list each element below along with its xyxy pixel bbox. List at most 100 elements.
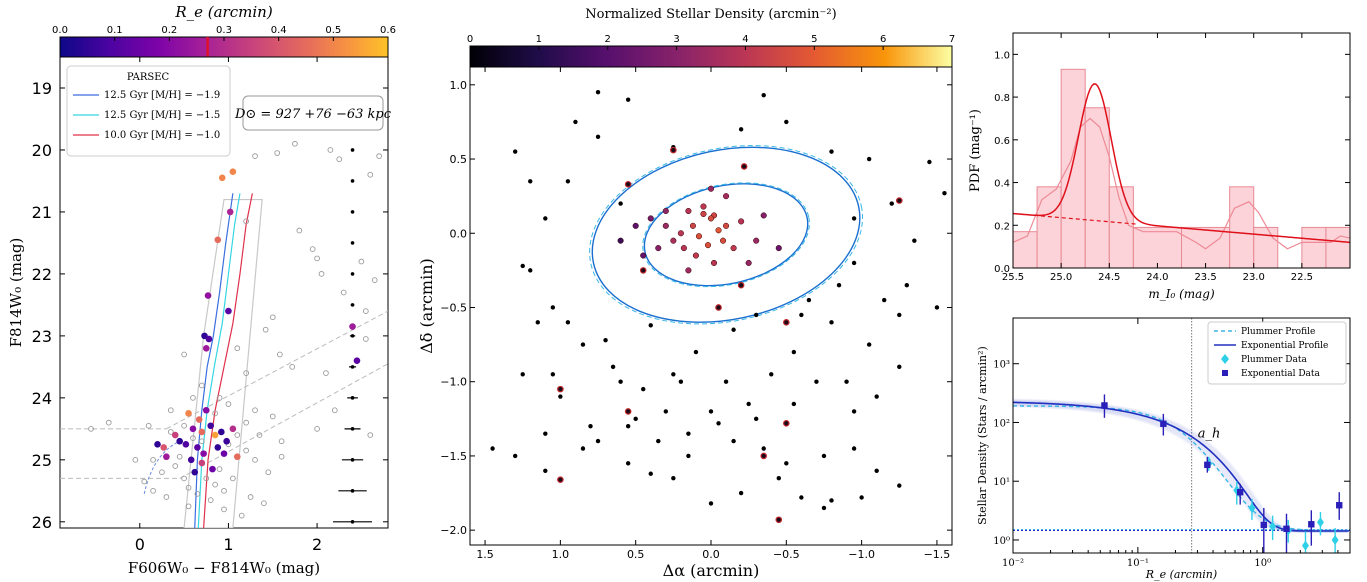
cmd-member-star <box>182 441 190 448</box>
pdf-ytick-label: 0.6 <box>994 136 1010 147</box>
pdf-histogram-bin <box>1108 186 1134 268</box>
cmd-legend: PARSEC 12.5 Gyr [M/H] = −1.9 12.5 Gyr [M/H… <box>66 65 231 157</box>
map-star <box>851 409 857 414</box>
cmd-field-star <box>132 456 139 463</box>
map-ytick-label: −1.0 <box>440 376 467 389</box>
map-star <box>859 495 864 500</box>
pdf-ytick-label: 0.0 <box>994 264 1010 275</box>
profile-legend-label: Exponential Data <box>1241 369 1321 379</box>
map-xtick-label: 0.5 <box>627 548 645 561</box>
cmd-field-star <box>159 469 165 476</box>
map-ellipse-dashed <box>589 145 863 325</box>
cmd-errorbar-point <box>350 520 355 524</box>
profile-legend: Plummer Profile Exponential Profile Plumme… <box>1207 321 1347 385</box>
cmd-field-star <box>230 475 236 482</box>
pdf-histogram-bin <box>1084 107 1110 268</box>
map-star <box>580 342 586 347</box>
cmd-member-star <box>160 444 168 451</box>
cmd-member-star <box>171 431 179 439</box>
map-star <box>550 372 556 377</box>
map-star-core <box>760 212 767 219</box>
profile-plummer-point <box>1331 534 1339 545</box>
map-star <box>580 446 586 451</box>
cmd-colorbar-tick-label: 0.6 <box>380 25 396 36</box>
map-star-core <box>723 193 730 200</box>
map-star-core <box>662 222 669 229</box>
profile-exponential-point <box>1283 525 1290 532</box>
cmd-field-star <box>314 255 320 262</box>
map-star-core <box>617 237 624 244</box>
cmd-colorbar-tick-label: 0.3 <box>216 25 232 36</box>
cmd-member-star <box>349 323 356 330</box>
map-star <box>595 438 601 444</box>
cmd-ylabel: F814W₀ (mag) <box>7 238 25 348</box>
cmd-member-star <box>207 422 215 430</box>
map-xtick-label: −1.5 <box>924 548 951 561</box>
cmd-field-star <box>243 419 250 426</box>
cmd-member-star <box>233 453 241 461</box>
profile-plummer-point <box>1269 521 1277 532</box>
map-star <box>851 216 857 221</box>
map-star-core <box>695 233 703 240</box>
cmd-member-star <box>187 456 195 464</box>
map-star <box>663 409 669 414</box>
map-star <box>603 337 608 343</box>
map-star-core <box>670 237 677 244</box>
pdf-ytick-label: 1.0 <box>994 50 1010 61</box>
cmd-field-star <box>181 351 187 358</box>
pdf-histogram-bin <box>1060 68 1086 268</box>
map-star-core <box>707 185 715 192</box>
profile-ah-label: a_h <box>1198 427 1221 442</box>
pdf-xtick-label: 22.5 <box>1291 272 1313 283</box>
cmd-field-star <box>181 422 187 429</box>
map-star <box>821 453 827 459</box>
map-star-edge <box>557 385 564 393</box>
cmd-field-star <box>185 503 192 510</box>
map-star <box>543 431 548 436</box>
cmd-plot-area <box>60 140 388 528</box>
cmd-field-star <box>203 475 210 482</box>
cmd-colorbar-tick-label: 0.4 <box>271 25 287 36</box>
map-star <box>595 90 601 95</box>
cmd-field-star <box>336 156 343 163</box>
map-star <box>543 216 548 221</box>
map-star <box>882 297 887 303</box>
cmd-field-star <box>221 506 227 513</box>
cmd-field-star <box>376 153 382 160</box>
profile-exponential-point <box>1236 489 1244 496</box>
profile-exponential-point <box>1160 420 1167 427</box>
cmd-field-star <box>88 425 94 432</box>
cmd-distance-box <box>242 95 384 131</box>
map-star <box>610 364 616 370</box>
pdf-kde-curve <box>1013 117 1350 250</box>
map-star <box>595 134 601 139</box>
map-star <box>618 379 623 384</box>
map-star-core <box>632 222 639 229</box>
map-star <box>753 416 759 422</box>
map-star <box>528 268 533 273</box>
cmd-member-star <box>205 335 213 343</box>
map-star <box>708 409 714 414</box>
profile-panel: 10⁻² 10⁻¹ 10⁰ 10⁰ 10¹ 10² 10³ R_e (arcmin) Stell… <box>976 317 1351 581</box>
map-star-edge <box>670 146 677 154</box>
map-star <box>776 475 781 481</box>
cmd-errorbar-point <box>350 334 355 338</box>
cmd-field-star <box>221 487 227 494</box>
map-star <box>791 349 797 355</box>
map-frame <box>469 66 953 546</box>
cmd-field-star <box>278 453 285 460</box>
map-colorbar-label: Normalized Stellar Density (arcmin⁻²) <box>585 7 836 22</box>
cmd-member-star <box>211 431 219 439</box>
map-star <box>618 201 623 206</box>
cmd-ytick-label: 21 <box>32 203 52 222</box>
cmd-legend-title: PARSEC <box>127 72 170 83</box>
map-star <box>784 119 789 125</box>
profile-ytick-label: 10¹ <box>993 477 1010 488</box>
cmd-member-star <box>223 437 230 445</box>
cmd-selection-box <box>183 198 263 528</box>
map-star <box>535 320 540 325</box>
map-colorbar-tick-label: 5 <box>811 34 817 45</box>
map-colorbar-tick-label: 2 <box>605 34 611 45</box>
profile-legend-label: Plummer Profile <box>1241 327 1315 337</box>
cmd-legend-label: 12.5 Gyr [M/H] = −1.5 <box>104 110 220 121</box>
